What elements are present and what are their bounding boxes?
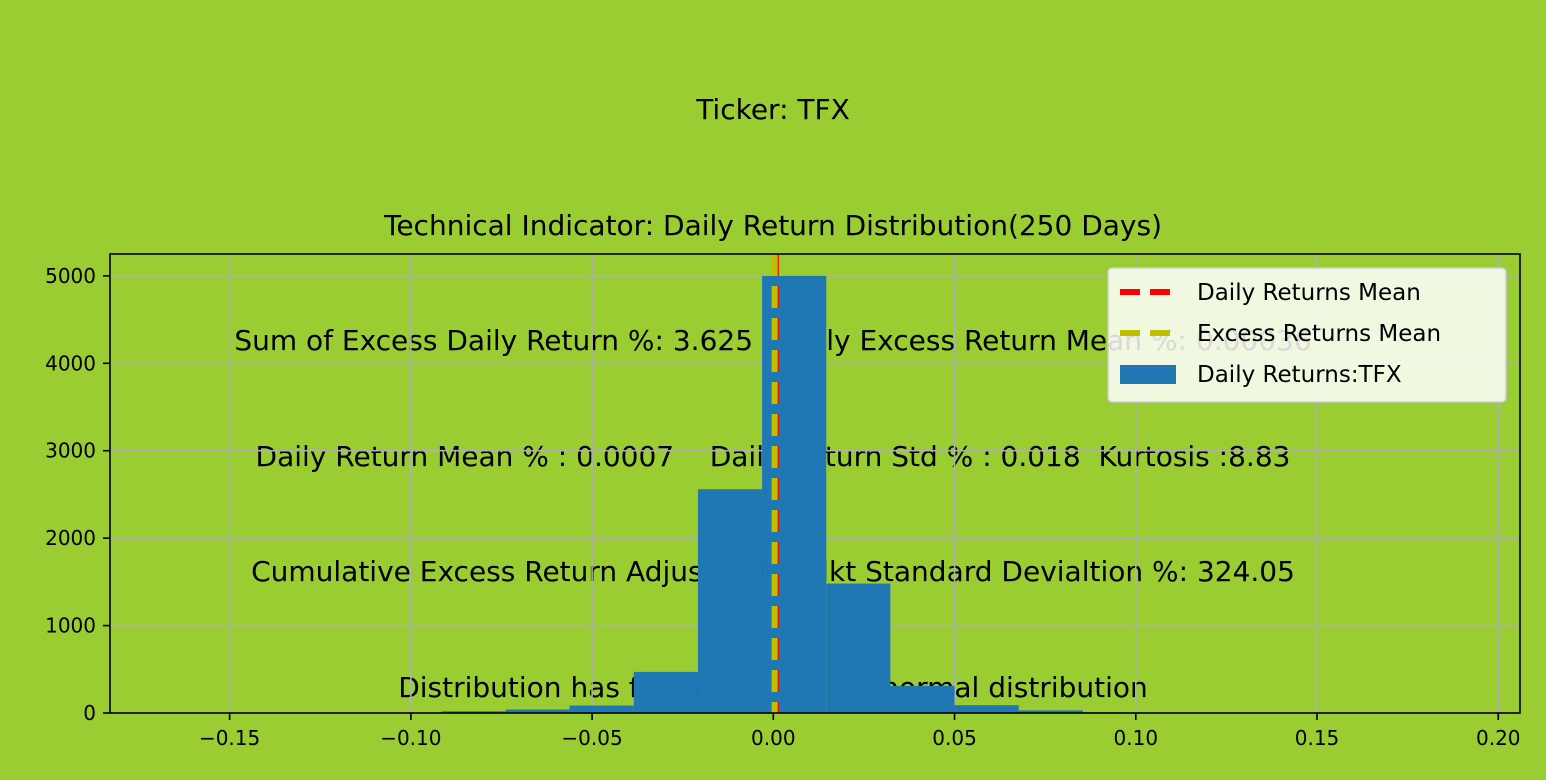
histogram-bar [697, 489, 763, 713]
mean-lines [771, 254, 779, 713]
y-tick-label: 2000 [45, 526, 96, 550]
histogram-bar [633, 671, 698, 713]
axis-ticks: −0.15 −0.10 −0.05 0.00 0.05 0.10 0.15 0.20 0 1000… [45, 264, 1520, 750]
x-tick-label: 0.20 [1476, 726, 1521, 750]
y-tick-label: 5000 [45, 264, 96, 288]
y-tick-label: 4000 [45, 351, 96, 375]
title-line: Cumulative Excess Return Adjusted for Mk… [251, 555, 1295, 588]
legend-swatch-bar [1120, 365, 1176, 384]
x-tick-label: −0.15 [199, 726, 260, 750]
x-tick-label: −0.05 [561, 726, 622, 750]
histogram-bar [954, 705, 1019, 713]
title-line: Ticker: TFX [696, 93, 850, 126]
title-line: Daily Return Mean % : 0.0007 Daily Retur… [255, 439, 1291, 473]
title-line: Technical Indicator: Daily Return Distri… [383, 208, 1163, 242]
y-tick-label: 3000 [45, 439, 96, 463]
legend: Daily Returns Mean Excess Returns Mean Dai… [1107, 267, 1507, 403]
histogram-bar [1018, 710, 1083, 713]
x-tick-label: 0.00 [751, 726, 796, 750]
x-tick-label: −0.10 [380, 726, 441, 750]
legend-label: Excess Returns Mean [1197, 321, 1441, 347]
y-tick-label: 0 [83, 701, 96, 725]
plot-frame [109, 253, 1521, 714]
legend-label: Daily Returns:TFX [1197, 362, 1402, 388]
histogram-bar [890, 685, 955, 713]
histogram-bar [441, 711, 506, 713]
histogram-bar [569, 705, 634, 713]
x-tick-label: 0.05 [932, 726, 977, 750]
x-tick-label: 0.10 [1114, 726, 1159, 750]
y-tick-label: 1000 [45, 614, 96, 638]
legend-label: Daily Returns Mean [1197, 280, 1421, 306]
histogram-bar [505, 709, 570, 713]
legend-box [1107, 267, 1507, 403]
x-tick-label: 0.15 [1295, 726, 1340, 750]
histogram-bar [826, 583, 891, 713]
